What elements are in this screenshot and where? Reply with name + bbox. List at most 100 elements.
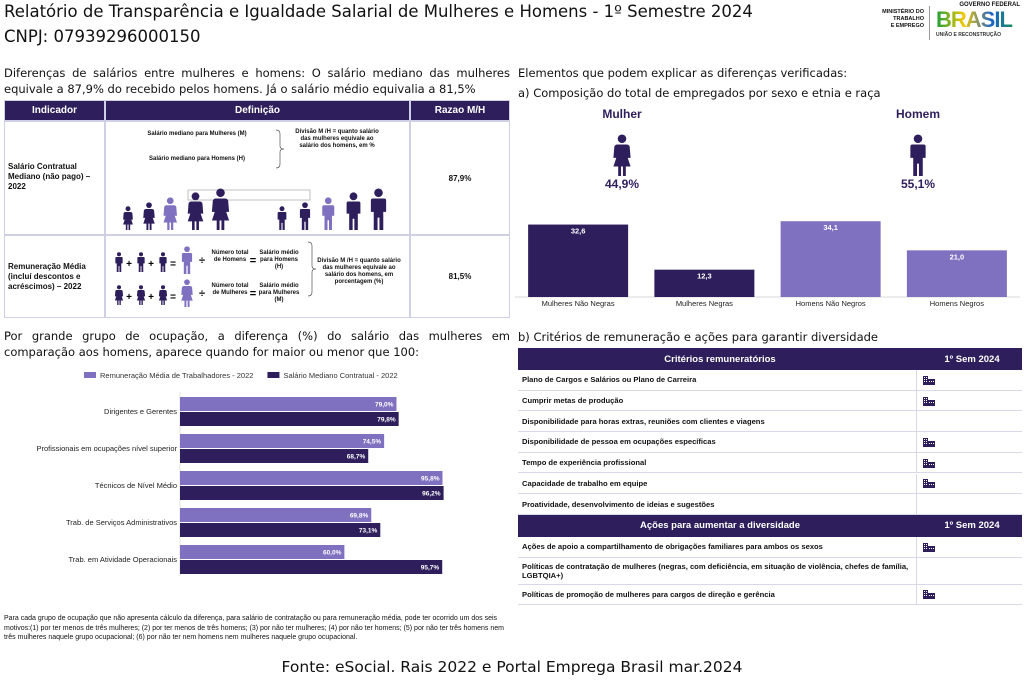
person-icon (181, 246, 193, 274)
bar (180, 545, 345, 559)
value-label: 95,7% (421, 565, 440, 572)
person-icon (137, 252, 145, 272)
x-tick-label: Homens Não Negros (796, 299, 866, 308)
bar (180, 449, 369, 463)
table-row: Disponibilidade de pessoa em ocupações e… (518, 432, 1022, 453)
table-row: Políticas de promoção de mulheres para c… (518, 584, 1022, 606)
indicator: Remuneração Média (incluí descontos e ac… (8, 262, 86, 291)
value-label: 12,3 (697, 272, 712, 281)
table-cell (105, 121, 410, 235)
person-icon (143, 202, 155, 230)
x-tick-label: Mulheres Não Negras (542, 299, 615, 308)
ministry-logo: MINISTÉRIO DO TRABALHO E EMPREGO (862, 9, 924, 30)
gender-icon (613, 134, 631, 176)
building-icon (923, 479, 936, 489)
criterion: Tempo de experiência profissional (518, 452, 918, 473)
person-icon (115, 252, 123, 272)
y-tick-label: Dirigentes e Gerentes (104, 407, 177, 416)
bar (780, 221, 881, 297)
value-label: 21,0 (950, 252, 965, 261)
gender-share: 44,9% (604, 177, 640, 191)
criterion: Políticas de promoção de mulheres para c… (518, 584, 918, 605)
value-label: 34,1 (823, 223, 838, 232)
building-icon (923, 542, 936, 552)
definition-text: Salário mediano para Mulheres (M) (147, 131, 247, 137)
person-icon (123, 206, 133, 230)
definition-text: Número total de Homens (211, 250, 249, 263)
status-cell (917, 432, 1022, 452)
bar (654, 269, 755, 297)
ministry-line: MINISTÉRIO DO (882, 9, 924, 15)
person-icon (187, 192, 204, 230)
brasil-word: BRASIL (936, 8, 1020, 32)
definition-note: Divisão M /H = quanto salário das mulher… (295, 129, 379, 149)
person-icon (322, 197, 335, 230)
indicator: Salário Contratual Mediano (não pago) – … (8, 162, 91, 191)
gender-label: Mulher (602, 107, 642, 121)
status-cell (917, 391, 1022, 411)
value-label: 74,5% (363, 439, 382, 446)
table-header: 1º Sem 2024 (944, 520, 1000, 532)
legend-label: Remuneração Média de Trabalhadores - 202… (100, 371, 253, 380)
bar (180, 397, 397, 411)
y-tick-label: Técnicos de Nível Médio (95, 481, 177, 490)
bar (180, 471, 443, 485)
table-header: 1º Sem 2024 (944, 353, 1000, 365)
operator: = (170, 259, 176, 270)
criterion: Políticas de contratação de mulheres (ne… (518, 557, 918, 584)
section-heading: Elementos que podem explicar as diferenç… (518, 66, 848, 80)
table-header: Ações para aumentar a diversidade (640, 520, 800, 532)
ratio: 87,9% (448, 174, 472, 183)
definition-note: Divisão M /H = quanto salário das mulher… (317, 258, 401, 285)
status-cell (917, 558, 1022, 584)
operator: ÷ (199, 255, 205, 267)
person-icon (114, 285, 124, 305)
building-icon (923, 396, 936, 406)
value-label: 60,0% (323, 550, 342, 557)
brace (275, 129, 285, 169)
value-label: 79,8% (377, 417, 396, 424)
bar (180, 560, 443, 574)
composition-chart: 32,6 Mulheres Não Negras 12,3 Mulheres Negr… (515, 221, 1020, 308)
value-label: 69,8% (350, 513, 369, 520)
table-header-row: Ações para aumentar a diversidade 1º Sem … (518, 514, 1022, 537)
bar (180, 412, 399, 426)
person-icon (136, 285, 146, 305)
status-cell (917, 411, 1022, 431)
table-header: Critérios remuneratórios (664, 353, 776, 365)
status-cell (917, 474, 1022, 494)
person-icon (277, 206, 287, 230)
gender-label: Homem (895, 107, 940, 121)
operator: = (250, 288, 256, 300)
table-cell (410, 121, 510, 235)
table-row: Disponibilidade para horas extras, reuni… (518, 411, 1022, 433)
logo-divider (929, 6, 930, 40)
ministry-line: E EMPREGO (890, 23, 924, 29)
value-label: 68,7% (347, 454, 366, 461)
person-icon (613, 134, 631, 176)
table-row: Tempo de experiência profissional (518, 452, 1022, 474)
definition-text: Número total de Mulheres (211, 283, 249, 296)
building-icon (923, 396, 936, 406)
definition-text: Salário médio para Mulheres (M) (258, 283, 300, 303)
building-icon (923, 437, 936, 447)
table-header: Definição (105, 100, 410, 121)
person-icon (211, 188, 230, 230)
table-cell (105, 235, 410, 318)
gender-icon (910, 134, 926, 176)
status-cell (917, 585, 1022, 605)
criterion: Disponibilidade de pessoa em ocupações e… (518, 432, 918, 452)
brace (307, 241, 317, 297)
section-heading: a) Composição do total de empregados por… (518, 86, 881, 100)
person-icon (163, 197, 177, 230)
gov-logo: GOVERNO FEDERAL BRASIL UNIÃO E RECONSTRU… (936, 2, 1020, 38)
slogan: UNIÃO E RECONSTRUÇÃO (936, 32, 1002, 38)
table-header: Indicador (4, 100, 105, 121)
footnote: Para cada grupo de ocupação que não apre… (4, 615, 504, 641)
building-icon (923, 458, 936, 468)
legend-swatch (84, 372, 96, 378)
person-icon (370, 188, 387, 230)
building-icon (923, 375, 936, 385)
value-label: 79,0% (375, 402, 394, 409)
